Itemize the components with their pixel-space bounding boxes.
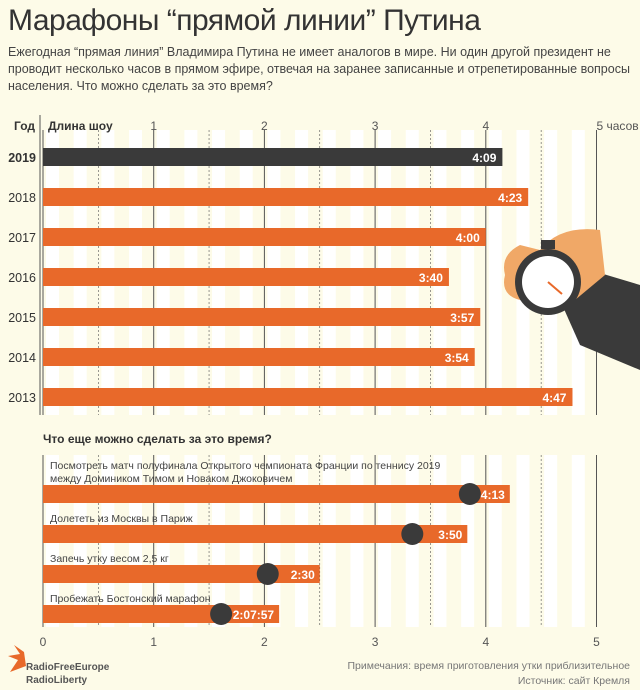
- subtitle: Ежегодная “прямая линия” Владимира Путин…: [8, 45, 630, 93]
- activity-label: Запечь утку весом 2,5 кг: [50, 553, 169, 565]
- bottom-stripe: [488, 455, 502, 627]
- bar-2019: [43, 148, 503, 166]
- bar-value-label: 4:00: [456, 231, 480, 245]
- activity-value-label: 4:13: [481, 488, 505, 502]
- year-label: 2016: [8, 271, 36, 285]
- tick-label: 0: [40, 635, 47, 649]
- bar-value-label: 3:40: [419, 271, 443, 285]
- note: Примечания: время приготовления утки при…: [347, 660, 630, 672]
- bar-value-label: 4:23: [498, 191, 522, 205]
- bar-2015: [43, 308, 481, 326]
- page-title: Марафоны “прямой линии” Путина: [8, 4, 481, 37]
- logo-text: RadioFreeEurope: [26, 662, 110, 673]
- top-stripe: [461, 130, 475, 415]
- bar-value-label: 3:54: [445, 351, 469, 365]
- tick-label: 1: [150, 119, 157, 133]
- bar-2013: [43, 388, 573, 406]
- bottom-stripe: [571, 455, 585, 627]
- x-axis-label: Длина шоу: [48, 119, 113, 133]
- activity-value-label: 3:50: [438, 528, 462, 542]
- activity-bar: [43, 525, 468, 543]
- source: Источник: сайт Кремля: [517, 675, 630, 687]
- airplane-icon: [401, 523, 424, 545]
- tick-label: 4: [482, 119, 489, 133]
- year-label: 2017: [8, 231, 36, 245]
- runner-icon: [210, 603, 233, 625]
- tick-label: 2: [261, 119, 268, 133]
- stopwatch-button: [541, 240, 555, 249]
- logo-mark: [8, 645, 26, 672]
- tennis-ball-icon: [458, 483, 481, 505]
- tick-label: 4: [482, 635, 489, 649]
- tick-label: 1: [150, 635, 157, 649]
- year-label: 2019: [8, 151, 36, 165]
- year-label: 2013: [8, 391, 36, 405]
- bar-value-label: 4:09: [472, 151, 496, 165]
- rferl-logo: RadioFreeEurope RadioLiberty: [8, 645, 110, 686]
- activity-bar: [43, 565, 320, 583]
- activity-bar: [43, 485, 510, 503]
- tick-label: 5: [593, 635, 600, 649]
- bar-2016: [43, 268, 449, 286]
- year-label: 2015: [8, 311, 36, 325]
- bar-2018: [43, 188, 529, 206]
- bottom-stripe: [544, 455, 558, 627]
- bar-2014: [43, 348, 475, 366]
- year-label: 2018: [8, 191, 36, 205]
- bar-2017: [43, 228, 486, 246]
- tick-label: 3: [372, 635, 379, 649]
- tick-label: 3: [372, 119, 379, 133]
- activity-label: Пробежать Бостонский марафон: [50, 593, 211, 605]
- top-stripe: [488, 130, 502, 415]
- activity-value-label: 2:07:57: [233, 608, 275, 622]
- y-axis-label: Год: [14, 119, 35, 133]
- stopwatch-hand-illustration: [504, 229, 640, 370]
- activity-label: Посмотреть матч полуфинала Открытого чем…: [50, 460, 441, 472]
- logo-text-2: RadioLiberty: [26, 675, 88, 686]
- bar-value-label: 3:57: [450, 311, 474, 325]
- stopwatch-needle: [547, 281, 563, 295]
- activity-label-line2: между Домиником Тимом и Новаком Джокович…: [50, 473, 292, 485]
- tick-label: 5 часов: [597, 119, 639, 133]
- bar-value-label: 4:47: [542, 391, 566, 405]
- section-title: Что еще можно сделать за это время?: [43, 432, 272, 446]
- tick-label: 2: [261, 635, 268, 649]
- activity-value-label: 2:30: [291, 568, 315, 582]
- roast-duck-icon: [256, 563, 279, 585]
- activity-label: Долететь из Москвы в Париж: [50, 513, 193, 525]
- year-label: 2014: [8, 351, 36, 365]
- bottom-stripe: [516, 455, 530, 627]
